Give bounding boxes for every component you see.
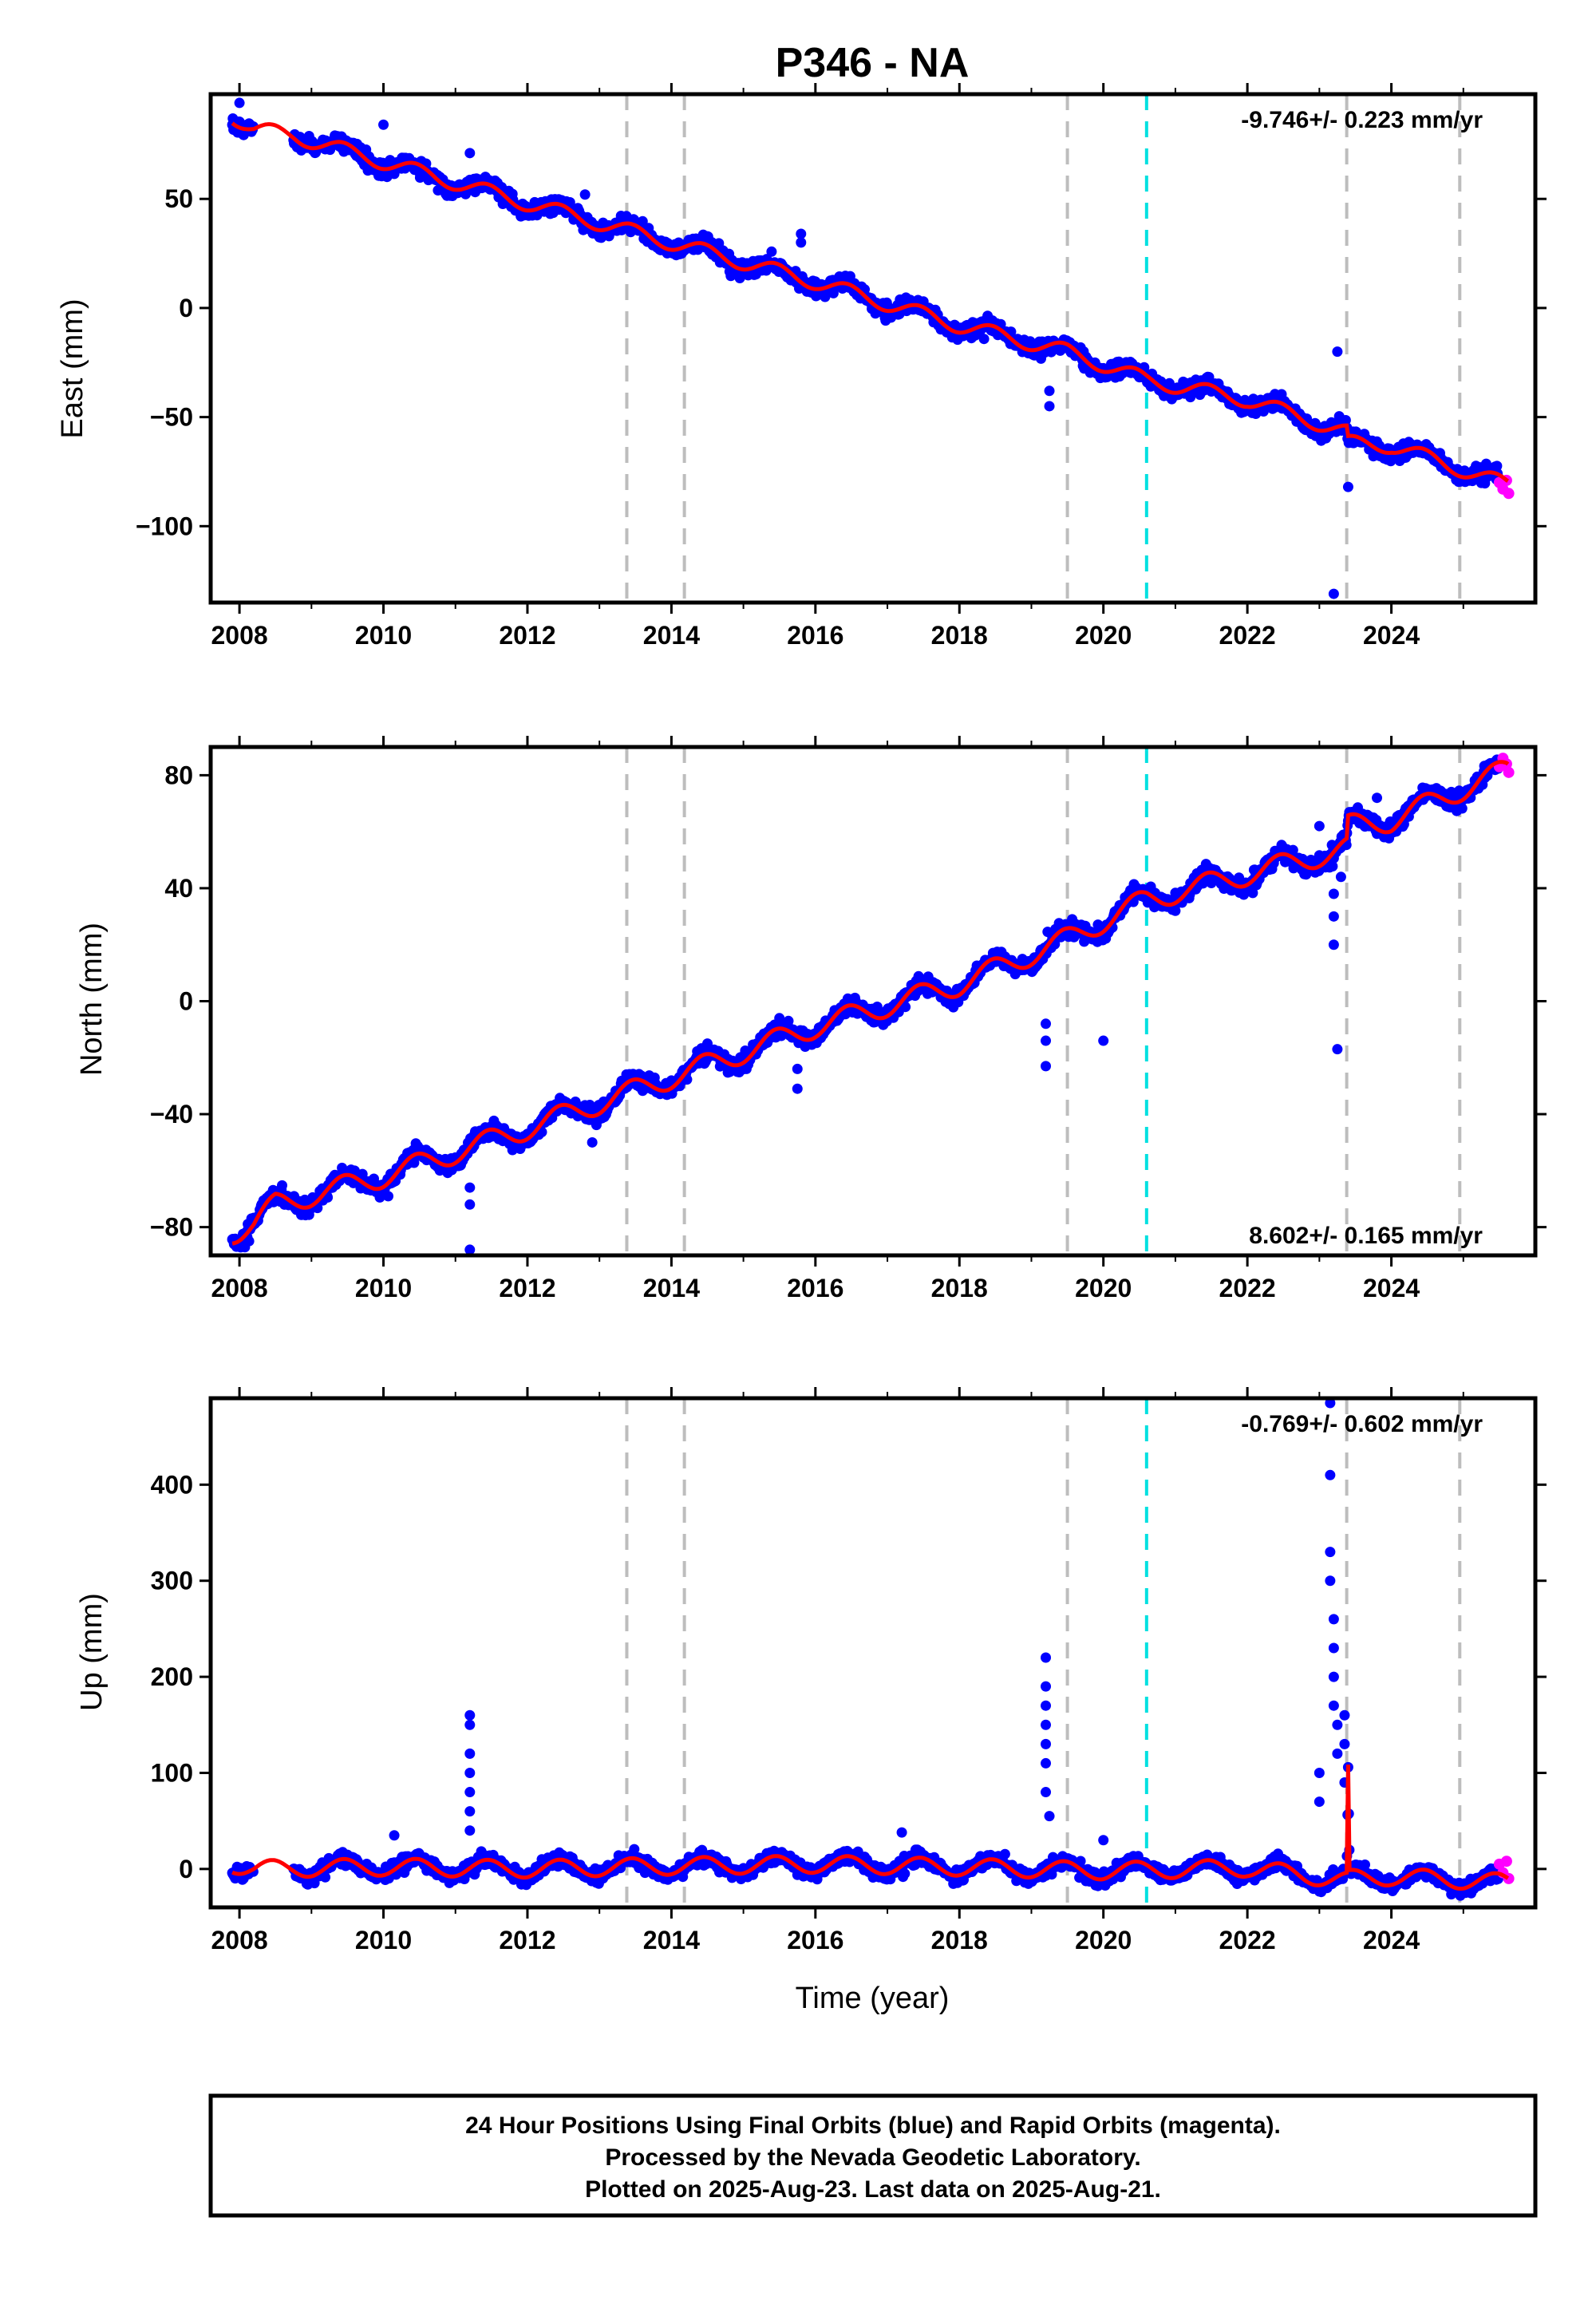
north-rate-label: 8.602+/- 0.165 mm/yr xyxy=(1249,1223,1483,1249)
y-tick-label: 40 xyxy=(164,874,193,903)
y-tick-label: 50 xyxy=(164,184,193,213)
y-tick-label: 80 xyxy=(164,761,193,789)
x-tick-label: 2008 xyxy=(211,1274,267,1302)
model-fit-line xyxy=(231,760,1510,1246)
final-orbit-outlier xyxy=(1314,820,1325,832)
final-orbit-outlier xyxy=(464,148,476,159)
x-tick-label: 2018 xyxy=(931,621,988,650)
final-orbit-outlier xyxy=(1041,1035,1052,1046)
final-orbit-outlier xyxy=(1041,1018,1052,1030)
final-orbit-point xyxy=(374,1192,385,1203)
x-tick-label: 2022 xyxy=(1219,621,1276,650)
final-orbit-outlier xyxy=(1332,346,1343,358)
final-orbit-outlier xyxy=(1041,1061,1052,1072)
x-tick-label: 2020 xyxy=(1075,621,1132,650)
x-tick-label: 2016 xyxy=(787,621,843,650)
x-tick-label: 2012 xyxy=(499,1274,555,1302)
east-rate-label: -9.746+/- 0.223 mm/yr xyxy=(1241,107,1483,133)
x-tick-label: 2022 xyxy=(1219,1274,1276,1302)
up-panel: -0.769+/- 0.602 mm/yr Up (mm) 2008 2010 20… xyxy=(75,1387,1547,1954)
final-orbit-outlier xyxy=(1332,1044,1343,1055)
y-tick-label: −40 xyxy=(150,1100,193,1128)
final-orbit-point xyxy=(774,1013,785,1024)
rapid-orbit-point xyxy=(1503,488,1515,500)
x-tick-label: 2014 xyxy=(643,1274,700,1302)
final-orbit-outlier xyxy=(1372,792,1383,804)
final-orbit-outlier xyxy=(1170,905,1181,916)
final-orbit-outlier xyxy=(796,228,807,239)
final-orbit-outlier xyxy=(1342,481,1353,492)
east-panel: -9.746+/- 0.223 mm/yr East (mm) 2008 2010… xyxy=(56,83,1547,650)
north-plot-area xyxy=(227,747,1515,1255)
x-tick-label: 2024 xyxy=(1363,1274,1420,1302)
final-orbit-outlier xyxy=(792,1063,803,1074)
y-tick-label: −100 xyxy=(136,512,193,540)
final-orbit-outlier xyxy=(1328,888,1339,899)
x-tick-label: 2008 xyxy=(211,621,267,650)
final-orbit-outlier xyxy=(792,1083,803,1094)
final-orbit-outlier xyxy=(1098,1035,1109,1046)
x-tick-label: 2014 xyxy=(643,621,700,650)
rapid-orbit-point xyxy=(1503,766,1515,778)
x-tick-label: 2024 xyxy=(1363,621,1420,650)
final-orbit-outlier xyxy=(464,1182,476,1193)
east-plot-area xyxy=(227,94,1515,603)
final-orbit-outlier xyxy=(1328,939,1339,951)
north-panel: 8.602+/- 0.165 mm/yr North (mm) 2008 2010… xyxy=(75,736,1547,1302)
final-orbit-outlier xyxy=(587,1136,598,1148)
up-plot-area xyxy=(227,1398,1515,1907)
final-orbit-outlier xyxy=(464,1199,476,1210)
model-fit-line xyxy=(231,121,1510,483)
x-tick-label: 2018 xyxy=(931,1274,988,1302)
final-orbit-outlier xyxy=(1044,385,1055,397)
final-orbit-outlier xyxy=(796,237,807,248)
final-orbit-point xyxy=(978,334,990,345)
final-orbit-point xyxy=(277,1180,287,1191)
final-orbit-point xyxy=(383,1191,393,1202)
east-ylabel: East (mm) xyxy=(56,298,89,438)
chart-title: P346 - NA xyxy=(776,40,970,86)
x-tick-label: 2016 xyxy=(787,1274,843,1302)
final-orbit-outlier xyxy=(464,1244,476,1255)
final-orbit-outlier xyxy=(579,189,591,200)
final-orbit-outlier xyxy=(1044,401,1055,412)
x-tick-label: 2010 xyxy=(355,621,412,650)
north-frame xyxy=(208,745,1538,1258)
final-orbit-point xyxy=(766,246,777,257)
final-orbit-point xyxy=(783,1015,794,1026)
final-orbit-outlier xyxy=(1335,871,1346,883)
final-orbit-outlier xyxy=(378,119,389,130)
east-frame xyxy=(208,92,1538,605)
x-tick-label: 2010 xyxy=(355,1274,412,1302)
x-tick-label: 2020 xyxy=(1075,1274,1132,1302)
y-tick-label: 0 xyxy=(179,294,193,322)
final-orbit-point xyxy=(1491,460,1503,472)
y-tick-label: 0 xyxy=(179,987,193,1016)
final-orbit-point xyxy=(900,1002,911,1013)
final-orbit-outlier xyxy=(1328,911,1339,922)
final-orbit-point xyxy=(243,1235,255,1247)
north-ylabel: North (mm) xyxy=(75,923,109,1076)
y-tick-label: −80 xyxy=(150,1213,193,1242)
y-tick-label: −50 xyxy=(150,403,193,432)
final-orbit-outlier xyxy=(1328,588,1339,599)
x-tick-label: 2012 xyxy=(499,621,555,650)
final-orbit-outlier xyxy=(234,97,245,109)
